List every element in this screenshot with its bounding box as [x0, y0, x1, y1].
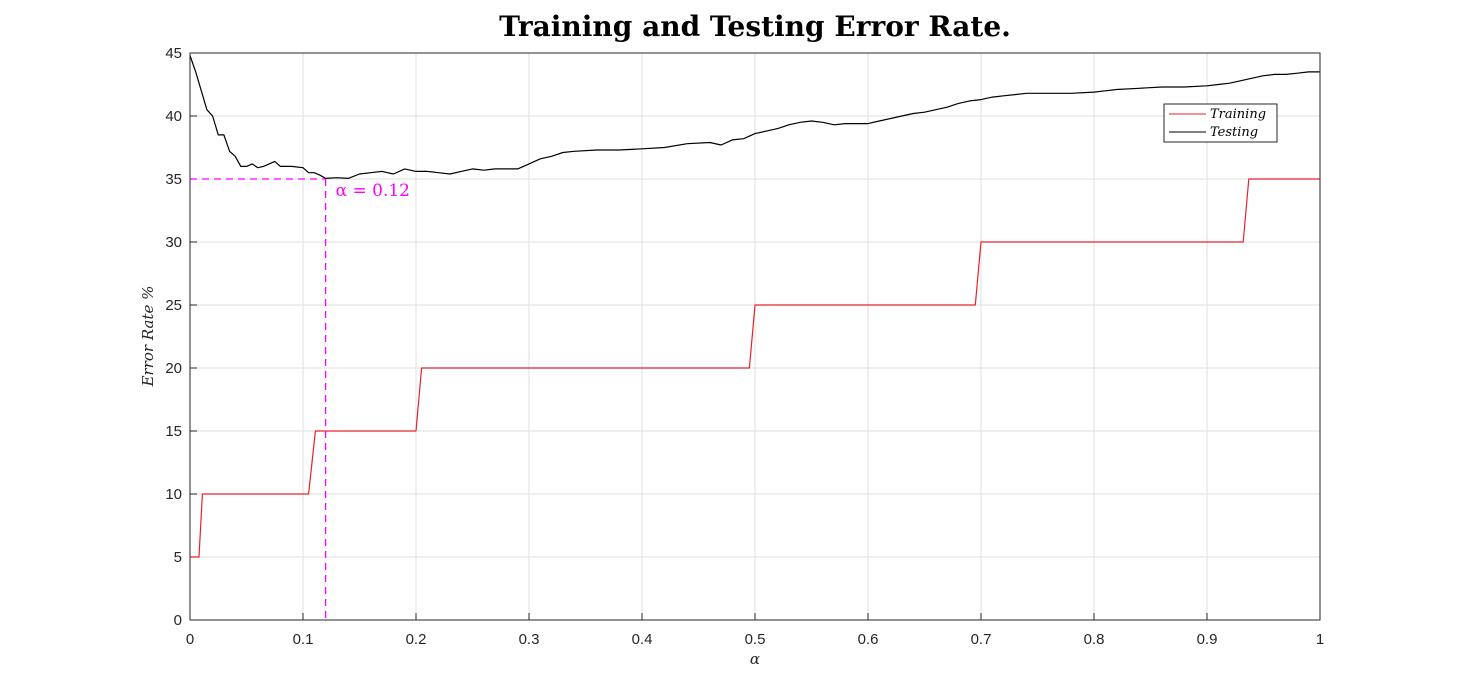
axes-frame — [189, 52, 1321, 621]
x-tick-label: 0.1 — [293, 631, 314, 648]
legend: Training Testing — [1163, 103, 1278, 143]
y-tick-label: 25 — [165, 297, 182, 314]
y-axis-label: Error Rate % — [139, 286, 157, 388]
x-tick-label: 0 — [186, 631, 194, 648]
y-tick-label: 10 — [165, 486, 182, 503]
x-axis-label: α — [750, 650, 760, 668]
y-tick-label: 40 — [165, 108, 182, 125]
series-line-training — [190, 178, 1320, 558]
y-tick-label: 30 — [165, 234, 182, 251]
series-line-testing — [189, 55, 1320, 179]
x-tick-label: 0.9 — [1197, 631, 1218, 648]
y-tick-label: 0 — [174, 612, 182, 629]
x-tick-label: 0.6 — [858, 631, 879, 648]
x-tick-label: 1 — [1316, 631, 1324, 648]
x-tick-label: 0.2 — [406, 631, 427, 648]
x-tick-label: 0.5 — [745, 631, 766, 648]
x-tick-label: 0.4 — [632, 631, 653, 648]
chart-title: Training and Testing Error Rate. — [499, 10, 1011, 43]
y-tick-label: 20 — [165, 360, 182, 377]
legend-label-testing: Testing — [1210, 125, 1258, 140]
y-tick-label: 15 — [165, 423, 182, 440]
legend-label-training: Training — [1210, 107, 1266, 122]
axis-ticks: 0 0.1 0.2 0.3 0.4 0.5 0.6 0.7 0.8 0.9 105101520253… — [165, 45, 1324, 648]
annotation-label: α = 0.12 — [336, 181, 410, 201]
x-tick-label: 0.7 — [971, 631, 992, 648]
y-tick-label: 35 — [165, 171, 182, 188]
legend-box — [1163, 103, 1278, 143]
y-tick-label: 5 — [174, 549, 182, 566]
series-layer — [189, 55, 1320, 558]
annotation-layer: α = 0.12 — [190, 178, 410, 620]
x-tick-label: 0.3 — [519, 631, 540, 648]
y-tick-label: 45 — [165, 45, 182, 62]
x-tick-label: 0.8 — [1084, 631, 1105, 648]
